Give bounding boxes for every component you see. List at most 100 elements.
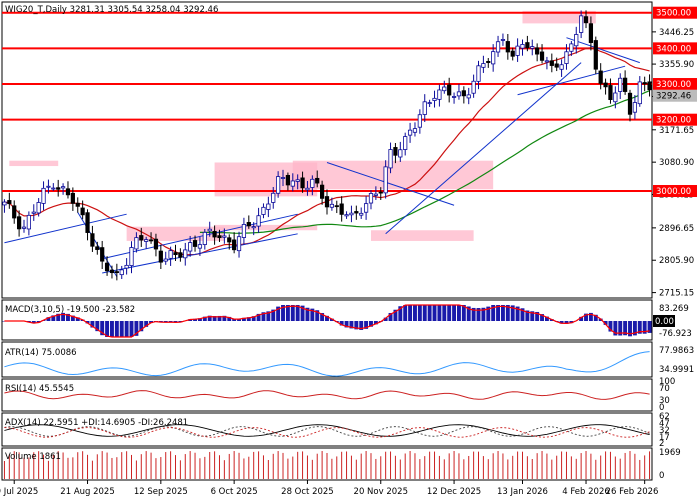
candle[interactable] [70,192,75,204]
candle[interactable] [466,94,471,99]
trend-line-3[interactable] [102,213,298,260]
candle[interactable] [251,226,256,229]
candle[interactable] [598,70,603,84]
candle[interactable] [637,81,642,105]
candle[interactable] [139,235,144,241]
candle[interactable] [471,80,476,94]
candle[interactable] [285,174,291,186]
candle[interactable] [329,203,334,208]
candle[interactable] [461,90,466,97]
candle[interactable] [310,178,315,188]
trend-line-1[interactable] [4,213,127,244]
candle[interactable] [359,212,364,216]
candle[interactable] [178,252,183,258]
candle[interactable] [183,249,188,259]
candle[interactable] [207,228,212,232]
candle[interactable] [613,92,618,103]
candle[interactable] [124,264,129,269]
candle[interactable] [16,216,22,230]
candle[interactable] [222,235,227,238]
candle[interactable] [129,247,134,266]
candle[interactable] [564,51,569,64]
candle[interactable] [320,184,325,199]
candle[interactable] [593,40,598,70]
candle[interactable] [618,77,623,92]
candle[interactable] [491,51,496,65]
candle[interactable] [212,230,217,238]
candle[interactable] [104,262,110,272]
candle[interactable] [422,101,427,115]
candle[interactable] [188,242,193,252]
candle[interactable] [256,215,261,227]
candle[interactable] [114,271,119,274]
candle[interactable] [486,61,491,63]
candle[interactable] [559,64,564,70]
candle[interactable] [451,96,457,98]
candle[interactable] [324,196,330,208]
candle[interactable] [109,269,115,274]
candle[interactable] [144,239,149,242]
candle[interactable] [148,239,154,242]
candle[interactable] [579,15,584,33]
candle[interactable] [56,187,61,190]
candle[interactable] [608,85,613,100]
candle[interactable] [476,65,481,82]
candle[interactable] [383,166,388,194]
candle[interactable] [627,92,633,115]
candle[interactable] [60,186,66,189]
candle[interactable] [417,114,422,128]
candle[interactable] [280,177,286,179]
candle[interactable] [192,240,198,247]
candle[interactable] [227,237,232,243]
candle[interactable] [168,250,173,259]
candle[interactable] [363,203,369,213]
candle[interactable] [623,77,628,92]
candle[interactable] [26,214,31,230]
candle[interactable] [46,185,51,188]
candle[interactable] [153,238,159,250]
trend-line-6[interactable] [517,65,626,96]
candle[interactable] [437,89,442,100]
candle[interactable] [407,129,413,136]
candle[interactable] [505,41,510,53]
candle[interactable] [65,188,71,196]
candle[interactable] [300,177,305,189]
candle[interactable] [603,82,608,88]
candle[interactable] [261,206,266,215]
candle[interactable] [354,211,359,214]
candle[interactable] [544,60,550,63]
candle[interactable] [232,239,237,251]
candle[interactable] [36,202,41,214]
candle[interactable] [569,43,574,52]
candle[interactable] [80,207,85,216]
candle[interactable] [90,233,95,247]
candle[interactable] [632,102,638,113]
candle[interactable] [271,192,276,203]
candle[interactable] [276,176,281,194]
candle[interactable] [246,222,251,227]
candle[interactable] [41,187,46,204]
candle[interactable] [95,246,100,250]
candle[interactable] [510,50,515,57]
candle[interactable] [403,136,408,150]
trend-line-4[interactable] [326,162,455,206]
candle[interactable] [554,63,559,68]
candle[interactable] [7,200,12,205]
candle[interactable] [344,214,349,217]
candle[interactable] [393,147,398,156]
candle[interactable] [349,212,354,216]
trend-line-5[interactable] [385,62,582,235]
candle[interactable] [447,84,452,96]
candle[interactable] [515,45,520,56]
candle[interactable] [305,187,310,191]
candle[interactable] [412,128,418,133]
candle[interactable] [583,16,589,24]
candle[interactable] [339,203,344,215]
candle[interactable] [647,81,652,91]
candle[interactable] [31,211,36,214]
candle[interactable] [481,63,486,68]
candle[interactable] [373,193,378,196]
candle[interactable] [12,205,17,219]
candle[interactable] [642,82,647,85]
candle[interactable] [197,244,203,249]
